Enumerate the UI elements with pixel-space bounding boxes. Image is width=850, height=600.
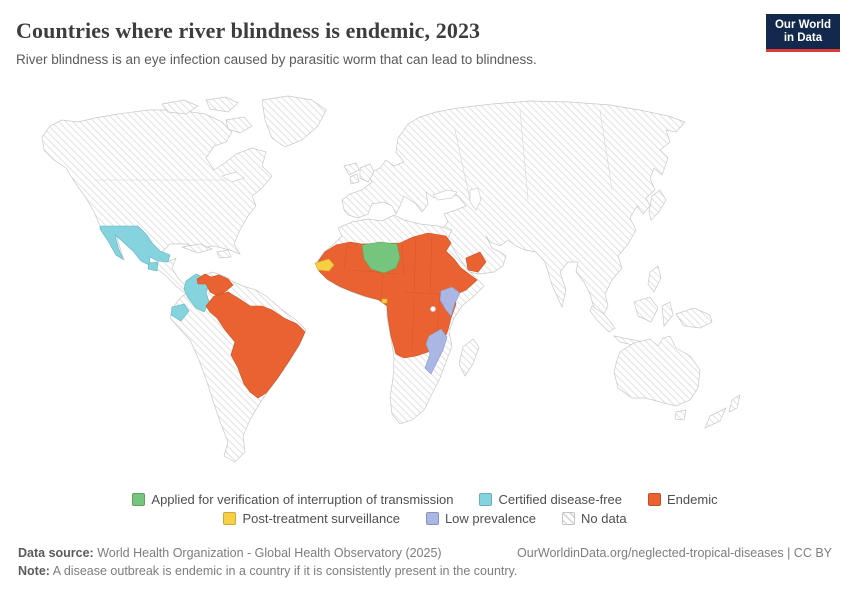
- map-borders-endemic-belt: [343, 234, 441, 353]
- owid-logo-line1: Our World: [774, 19, 831, 31]
- map-borders-nodata: [95, 109, 613, 201]
- legend-label-2: Endemic: [667, 492, 718, 507]
- map-country-guatemala[interactable]: [147, 261, 159, 272]
- legend-swatch-3: [223, 512, 237, 525]
- note-line: Note: A disease outbreak is endemic in a…: [18, 564, 517, 578]
- map-region-australia[interactable]: [613, 335, 701, 407]
- map-region-japan[interactable]: [648, 189, 667, 221]
- map-region-hispaniola[interactable]: [216, 249, 232, 259]
- legend-label-1: Certified disease-free: [498, 492, 623, 507]
- legend-swatch-4: [425, 512, 439, 525]
- map-region-tasmania[interactable]: [674, 409, 687, 421]
- legend-row-1: Applied for verification of interruption…: [132, 492, 718, 507]
- owid-logo-line2: in Data: [783, 32, 823, 44]
- legend-item-1[interactable]: Certified disease-free: [479, 492, 622, 507]
- note-label: Note:: [18, 564, 50, 578]
- map-region-greenland[interactable]: [261, 95, 327, 148]
- map-country-mozambique-malawi[interactable]: [424, 328, 448, 375]
- chart-footer: Data source: World Health Organization -…: [18, 546, 832, 578]
- map-lake-caspian-sea: [469, 187, 482, 211]
- legend-label-5: No data: [581, 511, 627, 526]
- legend-label-3: Post-treatment surveillance: [242, 511, 400, 526]
- legend-label-4: Low prevalence: [444, 511, 537, 526]
- data-source-label: Data source:: [18, 546, 94, 560]
- map-country-equatorial-guinea[interactable]: [381, 298, 388, 304]
- map-country-ecuador[interactable]: [170, 303, 190, 322]
- map-lake-black-sea: [432, 189, 458, 201]
- map-region-new-zealand[interactable]: [704, 394, 741, 429]
- map-country-yemen[interactable]: [465, 251, 487, 273]
- map-region-cuba[interactable]: [180, 243, 214, 254]
- map-lake-great-lakes: [221, 171, 245, 183]
- map-legend: Applied for verification of interruption…: [0, 492, 850, 526]
- legend-swatch-5: [562, 512, 576, 525]
- map-region-iceland[interactable]: [343, 162, 360, 176]
- legend-swatch-0: [132, 493, 146, 506]
- legend-swatch-1: [479, 493, 493, 506]
- map-region-africa-endemic-belt[interactable]: [316, 232, 478, 359]
- legend-item-0[interactable]: Applied for verification of interruption…: [132, 492, 453, 507]
- legend-label-0: Applied for verification of interruption…: [151, 492, 454, 507]
- data-source-line: Data source: World Health Organization -…: [18, 546, 442, 560]
- map-lake-victoria: [430, 306, 436, 312]
- legend-item-2[interactable]: Endemic: [648, 492, 718, 507]
- map-country-senegal[interactable]: [314, 258, 335, 272]
- legend-item-4[interactable]: Low prevalence: [425, 511, 537, 526]
- map-region-british-isles[interactable]: [349, 163, 375, 185]
- legend-item-5[interactable]: No data: [562, 511, 627, 526]
- map-country-venezuela[interactable]: [196, 273, 234, 297]
- note-text: A disease outbreak is endemic in a count…: [49, 564, 518, 578]
- data-source-text: World Health Organization - Global Healt…: [93, 546, 442, 560]
- owid-url-link[interactable]: OurWorldinData.org/neglected-tropical-di…: [517, 546, 832, 560]
- legend-row-2: Post-treatment surveillance Low prevalenc…: [223, 511, 627, 526]
- map-region-arctic-islands[interactable]: [161, 96, 253, 134]
- page-title: Countries where river blindness is endem…: [16, 18, 481, 43]
- legend-item-3[interactable]: Post-treatment surveillance: [223, 511, 400, 526]
- map-region-madagascar[interactable]: [458, 338, 480, 377]
- map-country-niger[interactable]: [361, 241, 401, 274]
- map-country-brazil[interactable]: [205, 291, 306, 399]
- map-country-mexico[interactable]: [99, 225, 171, 266]
- owid-logo[interactable]: Our World in Data: [765, 14, 840, 52]
- page-subtitle: River blindness is an eye infection caus…: [16, 52, 537, 67]
- legend-swatch-2: [648, 493, 662, 506]
- map-country-kenya[interactable]: [439, 286, 461, 317]
